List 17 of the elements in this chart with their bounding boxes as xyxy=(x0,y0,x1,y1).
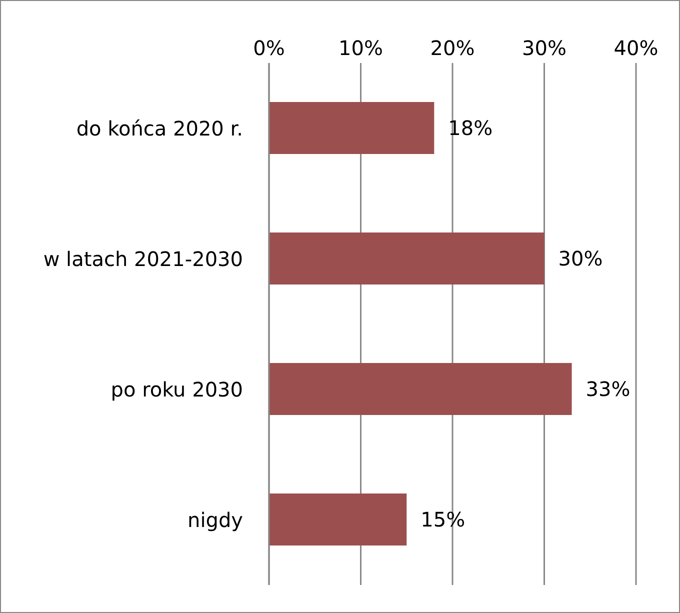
bar xyxy=(269,102,434,154)
bar xyxy=(269,363,572,415)
y-tick-label: nigdy xyxy=(188,508,244,532)
bar xyxy=(269,494,407,546)
data-label: 30% xyxy=(558,246,603,271)
y-tick-label: do końca 2020 r. xyxy=(76,116,243,140)
x-tick-label: 0% xyxy=(253,36,285,60)
y-tick-label: w latach 2021-2030 xyxy=(43,246,243,271)
data-label: 15% xyxy=(420,508,466,532)
x-tick-label: 30% xyxy=(522,36,566,60)
x-tick-label: 10% xyxy=(338,36,383,60)
bar xyxy=(269,232,544,284)
y-tick-label: po roku 2030 xyxy=(110,377,243,402)
data-label: 18% xyxy=(448,116,493,140)
data-label: 33% xyxy=(586,377,630,402)
x-tick-label: 20% xyxy=(430,36,475,60)
x-tick-label: 40% xyxy=(614,36,658,60)
